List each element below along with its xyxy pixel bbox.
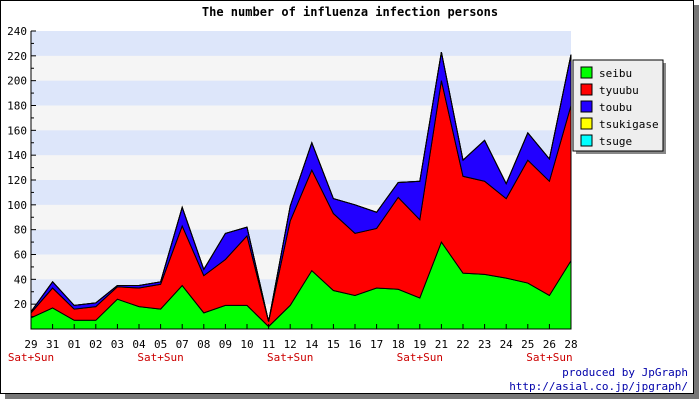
x-tick-label: 07 <box>176 338 189 351</box>
y-tick-label: 200 <box>7 75 27 88</box>
grid-band <box>31 31 571 56</box>
y-tick-label: 120 <box>7 174 27 187</box>
x-tick-label: 04 <box>132 338 146 351</box>
x-tick-label: 28 <box>564 338 577 351</box>
x-tick-label: 03 <box>111 338 124 351</box>
series-areas <box>30 52 572 330</box>
x-tick-label: 16 <box>348 338 361 351</box>
frame-shadow-right <box>694 5 699 399</box>
x-tick-label: 18 <box>392 338 405 351</box>
x-tick-label: 21 <box>435 338 448 351</box>
x-tick-label: 19 <box>413 338 426 351</box>
chart-title: The number of influenza infection person… <box>202 5 498 19</box>
x-tick-label: 31 <box>46 338 59 351</box>
legend: seibu tyuubu toubu tsukigase tsuge <box>572 59 666 154</box>
x-tick-label: 10 <box>240 338 253 351</box>
x-tick-label: 22 <box>456 338 469 351</box>
weekend-label: Sat+Sun <box>267 351 313 364</box>
y-tick-label: 240 <box>7 25 27 38</box>
y-tick-label: 100 <box>7 199 27 212</box>
y-tick-label: 160 <box>7 124 27 137</box>
axes: 2040608010012014016018020022024029Sat+Su… <box>7 25 578 364</box>
grid-band <box>31 80 571 106</box>
y-tick-label: 20 <box>14 298 27 311</box>
x-tick-label: 02 <box>89 338 102 351</box>
legend-label-toubu: toubu <box>599 101 632 114</box>
credit-line-2[interactable]: http://asial.co.jp/jpgraph/ <box>509 380 688 393</box>
x-tick-label: 15 <box>327 338 340 351</box>
legend-swatch-seibu <box>580 66 593 79</box>
x-tick-label: 14 <box>305 338 319 351</box>
frame-shadow-bottom <box>5 394 699 399</box>
x-tick-label: 23 <box>478 338 491 351</box>
credit-line-1: produced by JpGraph <box>562 366 688 379</box>
x-tick-label: 26 <box>543 338 556 351</box>
legend-label-tsuge: tsuge <box>599 135 632 148</box>
y-tick-label: 60 <box>14 249 27 262</box>
x-tick-label: 25 <box>521 338 534 351</box>
x-tick-label: 29 <box>24 338 37 351</box>
x-tick-label: 08 <box>197 338 210 351</box>
x-tick-label: 09 <box>219 338 232 351</box>
legend-label-seibu: seibu <box>599 67 632 80</box>
legend-swatch-tyuubu <box>580 83 593 96</box>
legend-swatch-tsuge <box>580 134 593 147</box>
legend-label-tyuubu: tyuubu <box>599 84 639 97</box>
legend-swatch-toubu <box>580 100 593 113</box>
legend-label-tsukigase: tsukigase <box>599 118 659 131</box>
x-tick-label: 05 <box>154 338 167 351</box>
legend-swatch-tsukigase <box>580 117 593 130</box>
x-tick-label: 11 <box>262 338 275 351</box>
x-tick-label: 17 <box>370 338 383 351</box>
x-tick-label: 12 <box>284 338 297 351</box>
weekend-label: Sat+Sun <box>397 351 443 364</box>
y-tick-label: 220 <box>7 50 27 63</box>
y-tick-label: 80 <box>14 224 27 237</box>
weekend-label: Sat+Sun <box>526 351 572 364</box>
y-tick-label: 180 <box>7 100 27 113</box>
x-tick-label: 01 <box>68 338 81 351</box>
weekend-label: Sat+Sun <box>8 351 54 364</box>
y-tick-label: 140 <box>7 149 27 162</box>
weekend-label: Sat+Sun <box>137 351 183 364</box>
x-tick-label: 24 <box>500 338 514 351</box>
y-tick-label: 40 <box>14 273 27 286</box>
area-tsuge <box>30 52 572 322</box>
